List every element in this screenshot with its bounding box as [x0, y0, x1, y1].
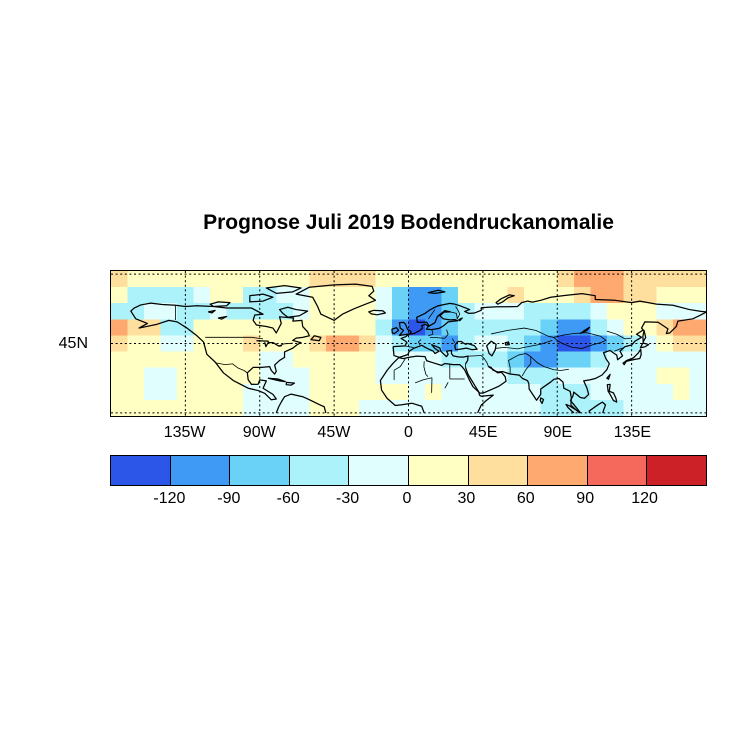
x-tick-label: 135W [163, 424, 206, 441]
x-tick-label: 90E [543, 424, 572, 441]
y-tick-label: 45N [58, 334, 88, 352]
x-tick-label: 45E [468, 424, 498, 441]
colorbar-tick-label: -120 [153, 490, 186, 507]
colorbar-segment [408, 456, 469, 485]
colorbar-segment [528, 456, 588, 485]
colorbar-tick-labels: -120 -90 -60 -30 0 30 60 90 120 [110, 490, 707, 510]
colorbar-tick-label: 90 [576, 490, 595, 507]
colorbar-segment [111, 456, 171, 485]
colorbar-tick-label: -60 [276, 490, 300, 507]
x-tick-label: 135E [613, 424, 652, 441]
colorbar [110, 455, 707, 486]
y-axis-tick-labels: 45N [40, 270, 98, 417]
colorbar-tick-label: -30 [336, 490, 360, 507]
chart-title: Prognose Juli 2019 Bodendruckanomalie [203, 211, 614, 234]
colorbar-tick-label: 0 [402, 490, 412, 507]
colorbar-segment [289, 456, 350, 485]
colorbar-segment [349, 456, 409, 485]
colorbar-segment [647, 456, 706, 485]
graticule-gridlines [111, 271, 706, 416]
colorbar-tick-label: -90 [217, 490, 241, 507]
colorbar-segment [468, 456, 529, 485]
anomaly-map [111, 271, 706, 416]
colorbar-tick-label: 120 [631, 490, 658, 507]
map-plot-area [110, 270, 707, 417]
x-tick-label: 45W [317, 424, 351, 441]
colorbar-tick-label: 60 [516, 490, 535, 507]
colorbar-tick-label: 30 [457, 490, 476, 507]
country-borders [175, 306, 631, 393]
colorbar-segment [587, 456, 648, 485]
x-tick-label: 90W [242, 424, 276, 441]
x-axis-tick-labels: 135W 90W 45W 0 45E 90E 135E [110, 424, 707, 442]
colorbar-segment [230, 456, 290, 485]
coastlines [131, 284, 706, 413]
colorbar-segment [170, 456, 231, 485]
x-tick-label: 0 [404, 424, 413, 441]
